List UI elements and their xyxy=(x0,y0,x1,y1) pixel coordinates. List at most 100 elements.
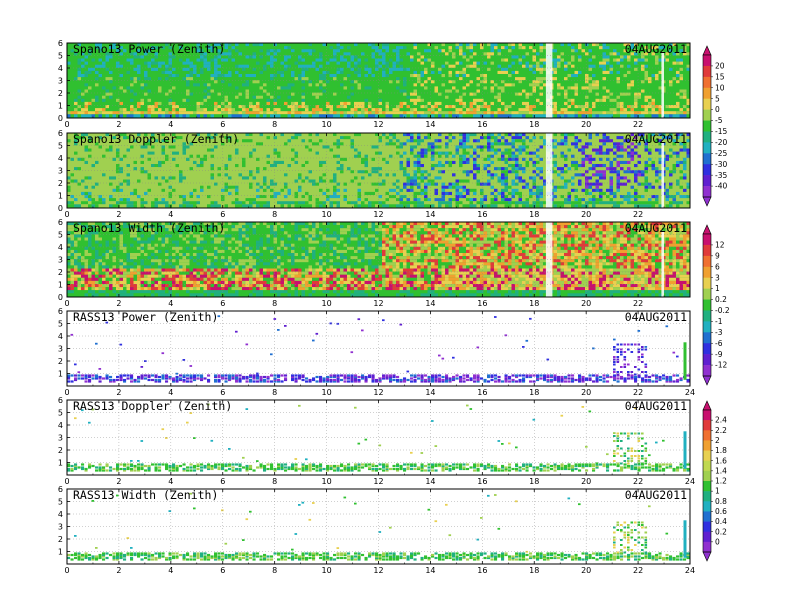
heatmap-cell xyxy=(571,111,575,115)
heatmap-cell xyxy=(518,95,522,99)
heatmap-cell xyxy=(630,157,634,161)
heatmap-cell xyxy=(620,142,624,146)
heatmap-cell xyxy=(161,61,165,65)
heatmap-cell xyxy=(319,86,323,90)
heatmap-cell xyxy=(557,222,561,226)
heatmap-cell xyxy=(581,188,585,192)
heatmap-cell xyxy=(588,157,592,161)
heatmap-cell xyxy=(452,222,456,226)
heatmap-cell xyxy=(438,164,442,168)
heatmap-cell xyxy=(413,201,417,205)
heatmap-cell xyxy=(326,222,330,226)
heatmap-cell xyxy=(235,43,239,47)
heatmap-cell xyxy=(319,74,323,78)
heatmap-cell xyxy=(627,191,631,195)
heatmap-cell xyxy=(263,198,267,202)
heatmap-cell xyxy=(172,67,176,71)
heatmap-cell xyxy=(196,133,200,137)
heatmap-cell xyxy=(189,167,193,171)
heatmap-cell xyxy=(84,176,88,180)
heatmap-cell xyxy=(553,98,557,102)
heatmap-cell xyxy=(77,105,81,109)
heatmap-cell xyxy=(501,151,505,155)
heatmap-cell xyxy=(378,167,382,171)
heatmap-cell xyxy=(238,114,242,118)
heatmap-cell xyxy=(200,164,204,168)
heatmap-cell xyxy=(595,114,599,118)
heatmap-cell xyxy=(578,148,582,152)
heatmap-cell xyxy=(385,198,389,202)
heatmap-cell xyxy=(637,111,641,115)
heatmap-cell xyxy=(588,204,592,208)
heatmap-cell xyxy=(329,195,333,199)
heatmap-cell xyxy=(504,89,508,93)
heatmap-cell xyxy=(354,101,358,105)
heatmap-cell xyxy=(364,58,368,62)
heatmap-cell xyxy=(483,222,487,226)
heatmap-cell xyxy=(165,92,169,96)
heatmap-cell xyxy=(378,157,382,161)
heatmap-cell xyxy=(98,98,102,102)
heatmap-cell xyxy=(182,179,186,183)
heatmap-cell xyxy=(91,204,95,208)
heatmap-cell xyxy=(140,198,144,202)
heatmap-cell xyxy=(672,222,676,226)
heatmap-cell xyxy=(504,133,508,137)
heatmap-cell xyxy=(462,179,466,183)
heatmap-cell xyxy=(438,222,442,226)
heatmap-cell xyxy=(445,201,449,205)
heatmap-cell xyxy=(217,114,221,118)
heatmap-cell xyxy=(420,170,424,174)
heatmap-cell xyxy=(186,58,190,62)
heatmap-cell xyxy=(88,176,92,180)
heatmap-cell xyxy=(616,170,620,174)
heatmap-cell xyxy=(641,58,645,62)
heatmap-cell xyxy=(462,111,466,115)
heatmap-cell xyxy=(298,157,302,161)
heatmap-cell xyxy=(616,64,620,68)
heatmap-cell xyxy=(630,195,634,199)
heatmap-cell xyxy=(284,225,288,229)
heatmap-cell xyxy=(480,198,484,202)
heatmap-cell xyxy=(312,111,316,115)
heatmap-cell xyxy=(266,182,270,186)
heatmap-cell xyxy=(200,70,204,74)
heatmap-cell xyxy=(161,142,165,146)
heatmap-cell xyxy=(343,182,347,186)
heatmap-cell xyxy=(266,151,270,155)
heatmap-cell xyxy=(333,58,337,62)
heatmap-cell xyxy=(494,111,498,115)
heatmap-cell xyxy=(186,83,190,87)
heatmap-cell xyxy=(455,111,459,115)
heatmap-cell xyxy=(161,151,165,155)
heatmap-cell xyxy=(553,77,557,81)
heatmap-cell xyxy=(599,67,603,71)
heatmap-cell xyxy=(336,154,340,158)
heatmap-cell xyxy=(420,176,424,180)
heatmap-cell xyxy=(511,222,515,226)
heatmap-cell xyxy=(350,95,354,99)
heatmap-cell xyxy=(536,46,540,50)
heatmap-cell xyxy=(315,198,319,202)
heatmap-cell xyxy=(133,195,137,199)
heatmap-cell xyxy=(217,157,221,161)
heatmap-cell xyxy=(399,111,403,115)
heatmap-cell xyxy=(329,176,333,180)
heatmap-cell xyxy=(116,195,120,199)
heatmap-cell xyxy=(200,49,204,53)
y-tick-label: 1 xyxy=(58,102,63,111)
heatmap-cell xyxy=(284,55,288,59)
heatmap-cell xyxy=(312,64,316,68)
heatmap-cell xyxy=(126,58,130,62)
heatmap-cell xyxy=(228,160,232,164)
heatmap-cell xyxy=(130,225,134,229)
heatmap-cell xyxy=(371,114,375,118)
heatmap-cell xyxy=(658,201,662,205)
heatmap-cell xyxy=(354,170,358,174)
heatmap-cell xyxy=(242,185,246,189)
heatmap-cell xyxy=(581,111,585,115)
heatmap-cell xyxy=(375,145,379,149)
heatmap-cell xyxy=(263,182,267,186)
heatmap-cell xyxy=(259,167,263,171)
heatmap-cell xyxy=(424,182,428,186)
